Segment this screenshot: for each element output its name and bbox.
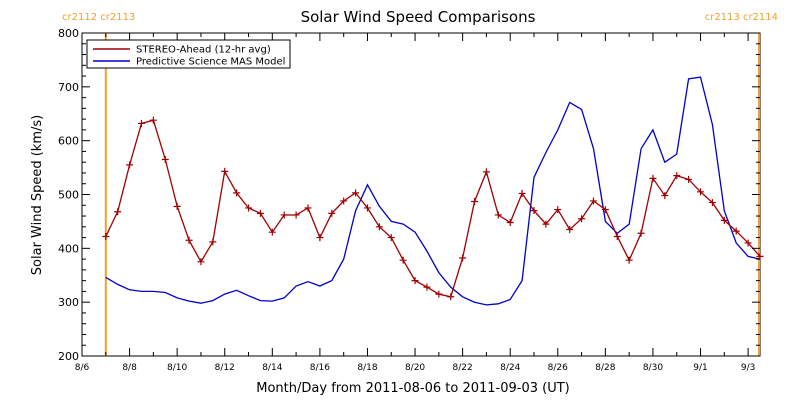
plot-frame-rect bbox=[81, 32, 761, 357]
legend-label: STEREO-Ahead (12-hr avg) bbox=[136, 45, 271, 56]
x-tick-label: 9/3 bbox=[741, 363, 755, 373]
data-point-marker bbox=[673, 172, 681, 180]
data-point-marker bbox=[292, 211, 300, 219]
x-tick-label: 8/12 bbox=[215, 363, 235, 373]
x-axis-ticks: 8/6 8/8 8/10 8/12 8/14 8/16 8/18 8/20 8/22 8/24 8/… bbox=[75, 33, 755, 373]
x-tick-label: 8/16 bbox=[310, 363, 330, 373]
data-point-marker bbox=[387, 234, 395, 242]
data-point-marker bbox=[114, 208, 122, 216]
series-line bbox=[105, 119, 761, 298]
data-point-marker bbox=[447, 293, 455, 301]
x-axis-label: Month/Day from 2011-08-06 to 2011-09-03 … bbox=[256, 381, 569, 396]
data-point-marker bbox=[221, 167, 229, 175]
data-point-marker bbox=[566, 225, 574, 233]
data-point-marker bbox=[459, 254, 467, 262]
data-point-marker bbox=[268, 228, 276, 236]
data-point-marker bbox=[399, 256, 407, 264]
data-point-marker bbox=[720, 216, 728, 224]
data-point-marker bbox=[209, 238, 217, 246]
data-point-marker bbox=[518, 189, 526, 197]
legend-box bbox=[86, 39, 291, 69]
data-point-marker bbox=[542, 220, 550, 228]
data-point-marker bbox=[589, 197, 597, 205]
data-point-marker bbox=[554, 206, 562, 214]
y-tick-label: 800 bbox=[58, 27, 79, 40]
data-point-marker bbox=[530, 207, 538, 215]
y-axis-ticks: 200 300 400 500 600 700 800 bbox=[58, 27, 760, 363]
data-point-marker bbox=[316, 234, 324, 242]
data-point-marker bbox=[173, 202, 181, 210]
data-point-marker bbox=[708, 199, 716, 207]
data-point-marker bbox=[613, 232, 621, 240]
data-point-marker bbox=[637, 229, 645, 237]
data-point-marker bbox=[137, 119, 145, 127]
carrington-marker-label: cr2113 cr2114 bbox=[705, 12, 778, 23]
data-point-marker bbox=[149, 116, 157, 124]
chart-legend: STEREO-Ahead (12-hr avg)Predictive Scien… bbox=[86, 39, 291, 69]
y-tick-label: 700 bbox=[58, 81, 79, 94]
y-tick-label: 300 bbox=[58, 296, 79, 309]
x-tick-label: 8/14 bbox=[262, 363, 282, 373]
x-tick-label: 8/24 bbox=[500, 363, 520, 373]
data-point-marker bbox=[256, 209, 264, 217]
data-point-marker bbox=[494, 211, 502, 219]
x-tick-label: 8/30 bbox=[643, 363, 663, 373]
data-point-marker bbox=[435, 290, 443, 298]
data-point-marker bbox=[126, 161, 134, 169]
x-tick-label: 8/8 bbox=[122, 363, 137, 373]
x-tick-label: 8/20 bbox=[405, 363, 425, 373]
data-point-marker bbox=[411, 277, 419, 285]
data-point-marker bbox=[506, 218, 514, 226]
x-tick-label: 8/18 bbox=[357, 363, 377, 373]
data-point-marker bbox=[102, 232, 110, 240]
data-point-marker bbox=[197, 258, 205, 266]
series-line bbox=[105, 76, 761, 306]
data-point-marker bbox=[685, 175, 693, 183]
data-point-marker bbox=[161, 156, 169, 164]
data-point-marker bbox=[340, 197, 348, 205]
carrington-marker-label: cr2112 cr2113 bbox=[62, 12, 135, 23]
data-point-marker bbox=[697, 188, 705, 196]
data-point-marker bbox=[280, 211, 288, 219]
data-point-marker bbox=[363, 204, 371, 212]
data-point-marker bbox=[732, 227, 740, 235]
data-point-marker bbox=[471, 197, 479, 205]
data-point-marker bbox=[245, 204, 253, 212]
data-point-marker bbox=[328, 209, 336, 217]
plot-frame bbox=[81, 32, 761, 357]
data-point-marker bbox=[578, 215, 586, 223]
data-point-marker bbox=[423, 283, 431, 291]
y-axis-label: Solar Wind Speed (km/s) bbox=[30, 115, 45, 275]
data-point-marker bbox=[233, 189, 241, 197]
data-point-marker bbox=[185, 236, 193, 244]
y-tick-label: 400 bbox=[58, 242, 79, 255]
data-point-marker bbox=[304, 204, 312, 212]
data-point-marker bbox=[352, 189, 360, 197]
x-tick-label: 8/10 bbox=[167, 363, 187, 373]
chart-title: Solar Wind Speed Comparisons bbox=[301, 8, 536, 26]
legend-label: Predictive Science MAS Model bbox=[136, 57, 285, 68]
x-tick-label: 8/28 bbox=[595, 363, 615, 373]
x-tick-label: 8/6 bbox=[75, 363, 90, 373]
data-point-marker bbox=[601, 206, 609, 214]
y-tick-label: 200 bbox=[58, 350, 79, 363]
x-tick-label: 9/1 bbox=[693, 363, 707, 373]
y-tick-label: 600 bbox=[58, 135, 79, 148]
data-point-marker bbox=[375, 223, 383, 231]
data-point-marker bbox=[482, 168, 490, 176]
y-tick-label: 500 bbox=[58, 189, 79, 202]
data-point-marker bbox=[661, 192, 669, 200]
data-point-marker bbox=[625, 256, 633, 264]
data-point-marker bbox=[744, 239, 752, 247]
x-tick-label: 8/26 bbox=[548, 363, 568, 373]
data-point-marker bbox=[649, 174, 657, 182]
series-layer bbox=[102, 76, 764, 306]
x-tick-label: 8/22 bbox=[453, 363, 473, 373]
